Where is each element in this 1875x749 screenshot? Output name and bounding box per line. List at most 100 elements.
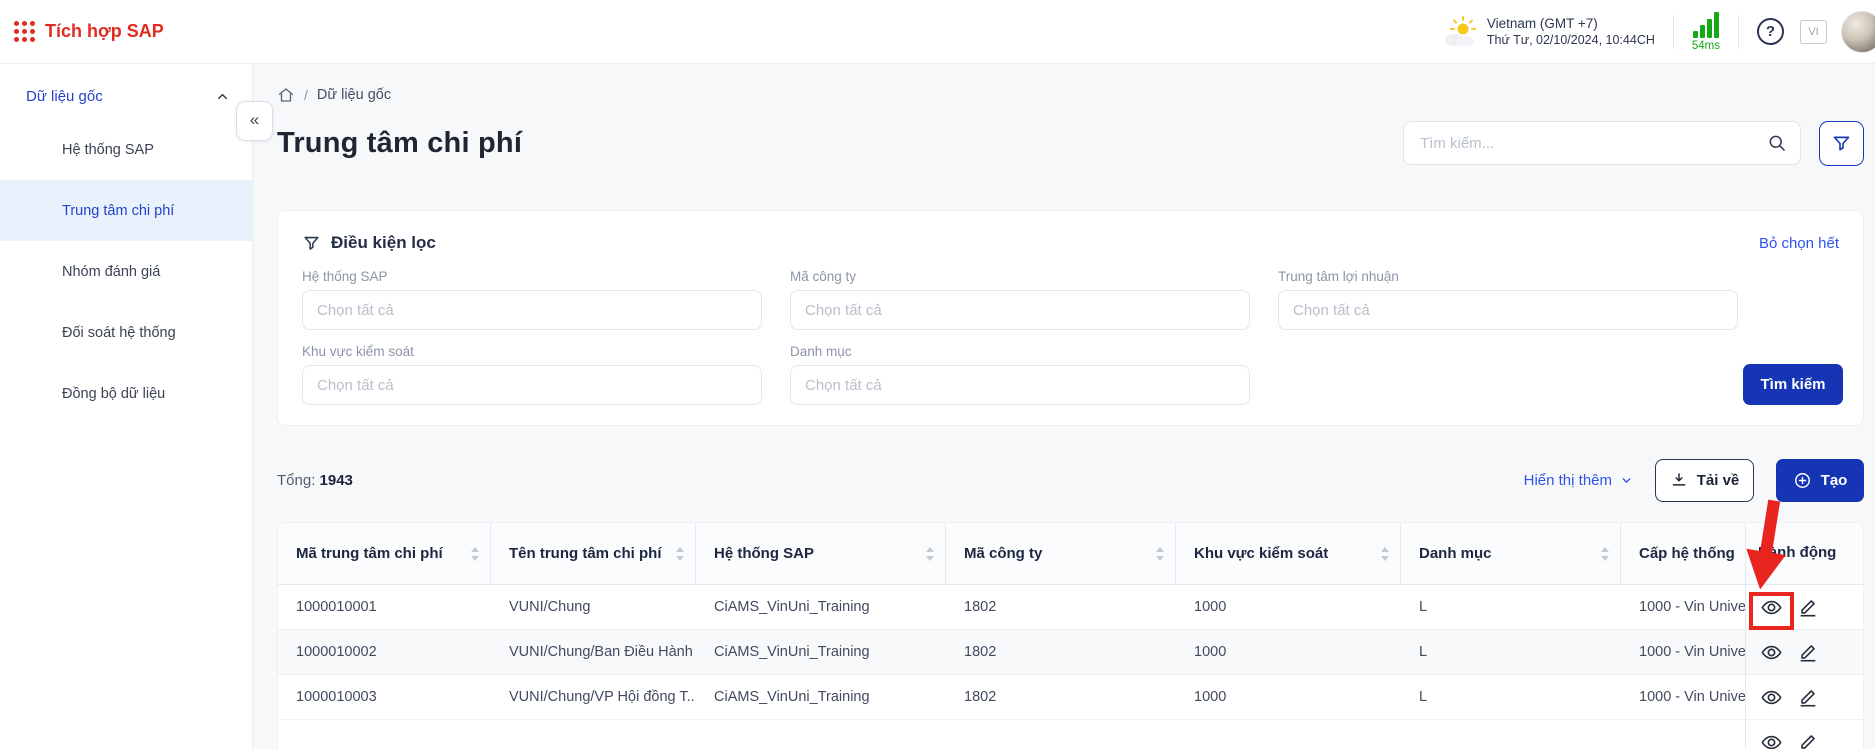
khu-vuc-kiem-soat-select[interactable] [302,365,762,405]
edit-button[interactable] [1795,639,1821,665]
sort-icon [1601,546,1609,561]
pencil-icon [1800,690,1816,707]
show-more-dropdown[interactable]: Hiển thị thêm [1524,472,1633,489]
eye-icon [1761,600,1782,614]
download-button[interactable]: Tải về [1655,458,1754,502]
eye-icon [1761,735,1782,749]
toolbar-actions: Hiển thị thêm Tải về [1524,458,1864,502]
field-label: Danh mục [790,344,852,359]
filter-panel-title: Điều kiện lọc [331,233,436,252]
table-header-row: Mã trung tâm chi phí Tên trung tâm chi p… [278,523,1863,585]
cell-code: 1000010002 [296,644,377,660]
column-header-sap-system[interactable]: Hệ thống SAP [696,523,946,584]
download-label: Tải về [1696,471,1740,489]
cell-actions [1745,585,1863,629]
field-label: Trung tâm lợi nhuận [1278,269,1399,284]
sidebar-item-dong-bo-du-lieu[interactable]: Đồng bộ dữ liệu [62,385,166,402]
view-button[interactable] [1758,594,1785,621]
plus-circle-icon [1794,472,1810,488]
app-logo[interactable]: Tích hợp SAP [14,21,164,42]
pencil-icon [1800,600,1816,617]
edit-button[interactable] [1795,594,1821,620]
data-table: Mã trung tâm chi phí Tên trung tâm chi p… [277,522,1864,749]
page-title: Trung tâm chi phí [277,126,523,159]
filter-grid: Hệ thống SAP Mã công ty Trung tâm lợi nh… [302,269,1839,405]
sidebar-collapse-button[interactable]: « [236,101,273,141]
column-header-company-code[interactable]: Mã công ty [946,523,1176,584]
grid-dots-icon [14,21,35,42]
help-button[interactable]: ? [1757,18,1784,45]
content: / Dữ liệu gốc Trung tâm chi phí [253,64,1875,749]
chevron-down-icon [1622,477,1631,483]
home-icon[interactable] [277,86,295,104]
view-button[interactable] [1758,729,1785,749]
search-icon[interactable] [1767,133,1787,153]
datetime-label: Thứ Tư, 02/10/2024, 10:44CH [1486,33,1655,48]
sidebar-item-nhom-danh-gia[interactable]: Nhóm đánh giá [62,263,161,280]
cell-code: 1000010001 [296,599,377,615]
sort-icon [1381,546,1389,561]
sidebar: Dữ liệu gốc Hệ thống SAP Trung tâm chi p… [0,64,253,749]
sidebar-nav: Hệ thống SAP Trung tâm chi phí Nhóm đánh… [0,119,252,424]
sidebar-item-doi-soat-he-thong[interactable]: Đối soát hệ thống [62,324,176,341]
ma-cong-ty-select[interactable] [790,290,1250,330]
filter-field-khu-vuc-kiem-soat: Khu vực kiểm soát [302,344,762,405]
he-thong-sap-select[interactable] [302,290,762,330]
view-button[interactable] [1758,684,1785,711]
cell-company-code: 1802 [964,689,997,705]
weather-block: Vietnam (GMT +7) Thứ Tư, 02/10/2024, 10:… [1442,15,1655,49]
cell-actions [1745,675,1863,719]
table-toolbar: Tổng: 1943 Hiển thị thêm [277,458,1864,502]
timezone-label: Vietnam (GMT +7) [1486,15,1598,31]
pencil-icon [1801,735,1815,749]
user-avatar[interactable] [1841,10,1875,53]
network-latency: 54ms [1691,11,1720,52]
clear-all-link[interactable]: Bỏ chọn hết [1758,234,1839,252]
cell-system-level: 1000 - Vin Unive [1639,644,1745,660]
column-header-actions: Hành động [1745,523,1863,584]
pencil-icon [1800,645,1816,662]
search-input[interactable] [1403,121,1801,165]
eye-icon [1761,690,1782,704]
cell-category: L [1419,644,1428,660]
column-header-name[interactable]: Tên trung tâm chi phí [491,523,696,584]
create-button[interactable]: Tạo [1776,458,1864,502]
total-value: 1943 [319,471,353,489]
sidebar-item-he-thong-sap[interactable]: Hệ thống SAP [62,141,154,158]
main-area: Dữ liệu gốc Hệ thống SAP Trung tâm chi p… [0,64,1875,749]
sidebar-section-label: Dữ liệu gốc [26,88,103,105]
field-label: Khu vực kiểm soát [302,344,414,359]
funnel-icon [304,236,319,250]
filter-toggle-button[interactable] [1819,120,1864,166]
view-button[interactable] [1758,639,1785,666]
total-label: Tổng: [277,471,316,489]
breadcrumb-root[interactable]: Dữ liệu gốc [316,87,392,103]
sort-icon [1156,546,1164,561]
language-button[interactable]: VI [1800,19,1827,44]
column-header-code[interactable]: Mã trung tâm chi phí [278,523,491,584]
field-label: Mã công ty [790,269,857,284]
field-label: Hệ thống SAP [302,269,388,284]
filter-field-trung-tam-loi-nhuan: Trung tâm lợi nhuận [1278,269,1738,330]
title-row: Trung tâm chi phí [277,120,1864,166]
edit-button[interactable] [1795,729,1821,749]
cell-sap-system: CiAMS_VinUni_Training [714,599,870,615]
table-row-partial [278,720,1863,749]
filter-search-button[interactable]: Tìm kiếm [1743,364,1843,405]
topbar: Tích hợp SAP Vietnam (GMT +7) Thứ Tư, 02… [0,0,1875,64]
column-header-category[interactable]: Danh mục [1401,523,1621,584]
danh-muc-select[interactable] [790,365,1250,405]
latency-value: 54ms [1691,39,1720,52]
trung-tam-loi-nhuan-select[interactable] [1278,290,1738,330]
divider [1738,14,1739,49]
sidebar-section-root-data[interactable]: Dữ liệu gốc [0,84,252,119]
filter-panel-header: Điều kiện lọc Bỏ chọn hết [302,229,1839,257]
show-more-label: Hiển thị thêm [1523,471,1612,489]
breadcrumb-separator: / [304,87,308,103]
edit-button[interactable] [1795,684,1821,710]
column-header-system-level: Cấp hệ thống [1639,545,1735,562]
sun-cloud-icon [1444,16,1476,47]
column-header-control-area[interactable]: Khu vực kiểm soát [1176,523,1401,584]
sidebar-item-trung-tam-chi-phi[interactable]: Trung tâm chi phí [0,180,252,241]
sort-icon [676,546,684,561]
